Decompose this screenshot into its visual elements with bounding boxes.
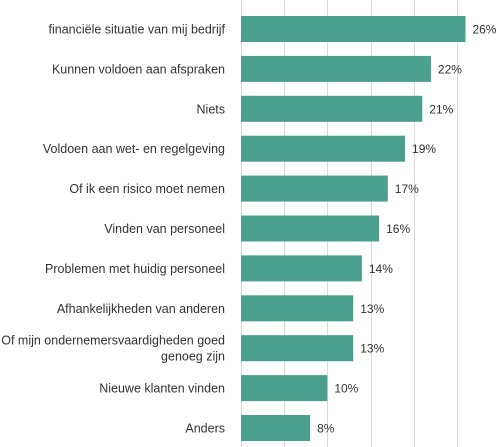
bar xyxy=(241,295,354,322)
category-label: Vinden van personeel xyxy=(104,222,225,236)
bars xyxy=(241,16,466,441)
value-labels: 26% 22% 21% 19% 17% 16% 14% 13% 13% 10% 8% xyxy=(317,23,497,436)
category-label: Voldoen aan wet- en regelgeving xyxy=(43,142,225,156)
value-label: 16% xyxy=(386,222,410,236)
value-label: 22% xyxy=(438,62,462,76)
value-label: 17% xyxy=(395,182,419,196)
bar xyxy=(241,55,431,82)
bar xyxy=(241,375,328,402)
value-label: 10% xyxy=(334,382,358,396)
category-label: Niets xyxy=(197,102,225,116)
category-label: Of ik een risico moet nemen xyxy=(69,182,225,196)
category-label: Anders xyxy=(185,422,225,436)
value-label: 13% xyxy=(360,302,384,316)
category-label: Nieuwe klanten vinden xyxy=(99,382,225,396)
category-label: Kunnen voldoen aan afspraken xyxy=(52,62,225,76)
value-label: 26% xyxy=(472,23,496,37)
category-label: Of mijn ondernemersvaardigheden goed geno… xyxy=(1,334,225,364)
bar xyxy=(241,175,388,202)
bar xyxy=(241,255,362,282)
bar xyxy=(241,16,466,42)
value-label: 21% xyxy=(429,102,453,116)
bar xyxy=(241,135,406,162)
category-label: Problemen met huidig personeel xyxy=(45,262,225,276)
bar xyxy=(241,95,423,122)
bar xyxy=(241,215,380,242)
value-label: 13% xyxy=(360,342,384,356)
category-label: Afhankelijkheden van anderen xyxy=(57,302,225,316)
category-labels: financiële situatie van mij bedrijf Kunne… xyxy=(1,23,225,436)
category-label: financiële situatie van mij bedrijf xyxy=(49,23,226,37)
value-label: 19% xyxy=(412,142,436,156)
bar xyxy=(241,335,354,362)
value-label: 14% xyxy=(369,262,393,276)
value-label: 8% xyxy=(317,422,335,436)
bar xyxy=(241,415,311,441)
